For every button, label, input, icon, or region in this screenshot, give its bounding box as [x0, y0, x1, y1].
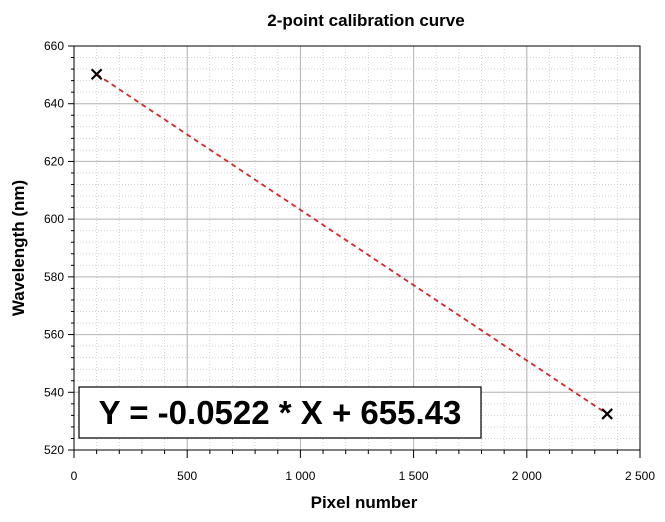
y-tick-label: 560: [44, 328, 64, 342]
equation-text: Y = -0.0522 * X + 655.43: [99, 394, 462, 431]
y-tick-label: 660: [44, 39, 64, 53]
data-point-marker: [601, 408, 613, 420]
plot-frame: [73, 45, 641, 451]
x-tick-label: 1 000: [285, 469, 315, 483]
x-tick-label: 2 000: [512, 469, 542, 483]
chart-title: 2-point calibration curve: [267, 11, 464, 30]
y-tick-label: 600: [44, 212, 64, 226]
fit-line: [96, 73, 608, 415]
y-axis: 520 540 560 580 600 620 640 660: [44, 39, 74, 457]
x-tick-label: 500: [177, 469, 197, 483]
y-tick-label: 520: [44, 443, 64, 457]
x-tick-label: 0: [71, 469, 78, 483]
y-axis-label: Wavelength (nm): [9, 180, 28, 316]
y-tick-label: 620: [44, 154, 64, 168]
x-tick-label: 1 500: [399, 469, 429, 483]
y-tick-label: 540: [44, 385, 64, 399]
data-markers: [90, 68, 613, 420]
equation-box: Y = -0.0522 * X + 655.43: [78, 386, 482, 439]
x-tick-label: 2 500: [625, 469, 655, 483]
x-axis: 0 500 1 000 1 500 2 000 2 500: [71, 450, 655, 483]
data-point-marker: [90, 68, 103, 81]
y-tick-label: 580: [44, 270, 64, 284]
major-grid: [74, 46, 640, 450]
x-axis-label: Pixel number: [311, 493, 418, 512]
y-tick-label: 640: [44, 97, 64, 111]
